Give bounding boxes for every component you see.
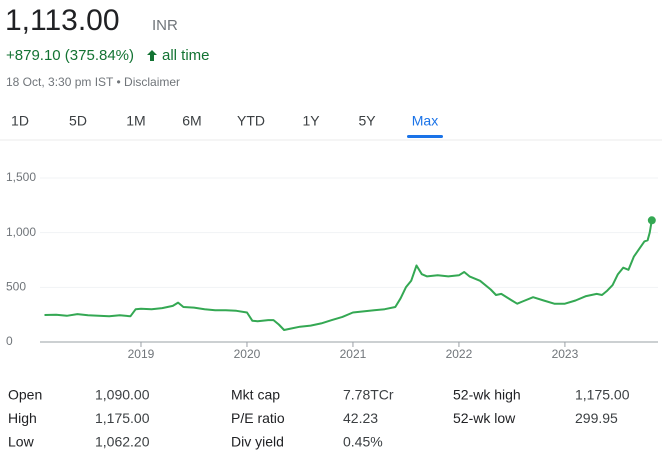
up-arrow	[147, 50, 157, 61]
x-tick-label: 2021	[340, 347, 367, 361]
tab[interactable]: 5Y	[358, 113, 376, 129]
y-tick-label: 1,500	[6, 170, 36, 184]
stat-value: 1,062.20	[95, 434, 150, 450]
stat-value: 42.23	[343, 410, 378, 426]
stat-value: 299.95	[575, 410, 618, 426]
stat-value: 7.78TCr	[343, 387, 394, 403]
currency: INR	[152, 17, 178, 34]
tab[interactable]: 6M	[182, 113, 201, 129]
x-tick-label: 2023	[552, 347, 579, 361]
tab[interactable]: 5D	[69, 113, 87, 129]
stat-label: High	[8, 410, 37, 426]
tab[interactable]: YTD	[237, 113, 265, 129]
change: +879.10 (375.84%)	[6, 47, 134, 64]
price: 1,113.00	[5, 4, 120, 37]
y-tick-label: 500	[6, 280, 26, 294]
stat-label: P/E ratio	[231, 410, 285, 426]
tab[interactable]: 1D	[11, 113, 29, 129]
stat-label: 52-wk high	[453, 387, 521, 403]
stat-label: Open	[8, 387, 42, 403]
stat-label: Low	[8, 434, 35, 450]
y-tick-label: 1,000	[6, 225, 36, 239]
stat-label: Div yield	[231, 434, 284, 450]
stat-label: 52-wk low	[453, 410, 516, 426]
stat-value: 1,175.00	[95, 410, 150, 426]
last-point	[647, 216, 656, 225]
x-tick-label: 2022	[446, 347, 473, 361]
tab[interactable]: Max	[412, 113, 438, 129]
tab-underline	[407, 135, 443, 138]
stat-value: 0.45%	[343, 434, 383, 450]
y-tick-label: 0	[6, 334, 13, 348]
x-tick-label: 2019	[128, 347, 155, 361]
stat-value: 1,090.00	[95, 387, 150, 403]
stat-value: 1,175.00	[575, 387, 630, 403]
price-line	[44, 220, 653, 331]
stat-label: Mkt cap	[231, 387, 280, 403]
x-tick-label: 2020	[234, 347, 261, 361]
meta: 18 Oct, 3:30 pm IST • Disclaimer	[6, 75, 180, 89]
tab[interactable]: 1M	[126, 113, 145, 129]
period: all time	[162, 47, 210, 64]
tab[interactable]: 1Y	[302, 113, 320, 129]
